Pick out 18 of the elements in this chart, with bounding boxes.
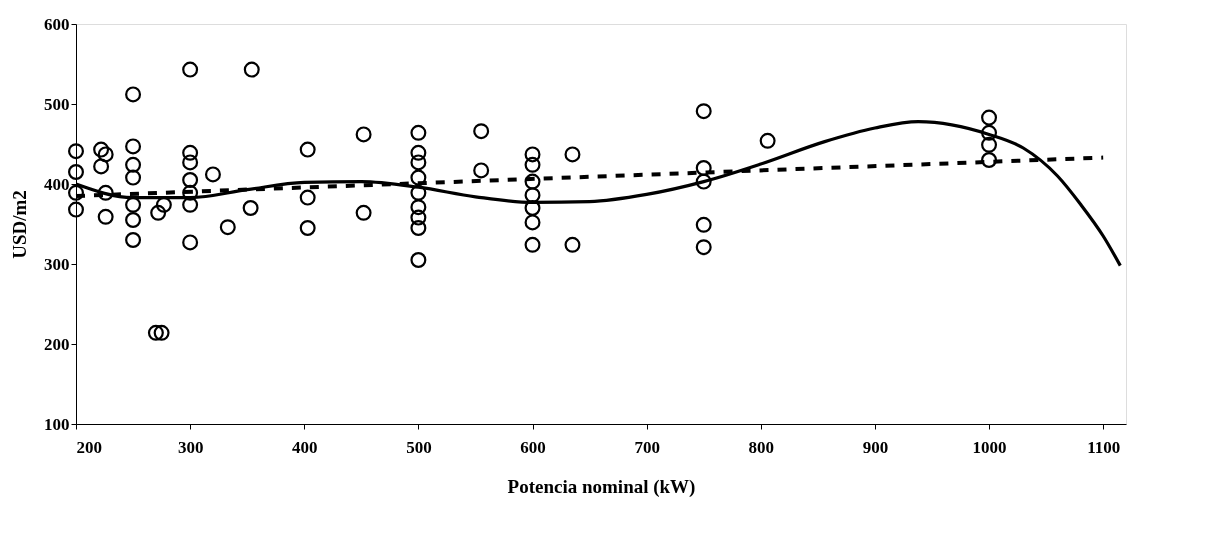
x-tick-label: 300 xyxy=(177,437,204,457)
x-tick-label: 200 xyxy=(76,437,102,457)
x-tick-label: 1000 xyxy=(972,437,1007,457)
y-tick-label: 600 xyxy=(44,14,70,34)
x-tick-label: 900 xyxy=(862,437,889,457)
y-tick-label: 500 xyxy=(44,94,70,114)
y-tick-label: 400 xyxy=(44,174,70,194)
y-axis-title: USD/m2 xyxy=(9,190,30,259)
x-tick-label: 400 xyxy=(292,437,318,457)
y-tick-label: 100 xyxy=(44,414,70,434)
x-tick-label: 1100 xyxy=(1087,437,1121,457)
x-axis-title: Potencia nominal (kW) xyxy=(507,475,696,498)
y-tick-label: 300 xyxy=(44,254,70,274)
x-tick-label: 700 xyxy=(634,437,660,457)
x-tick-label: 600 xyxy=(520,437,546,457)
x-tick-label: 800 xyxy=(748,437,775,457)
y-tick-label: 200 xyxy=(44,334,70,354)
x-tick-label: 500 xyxy=(406,437,432,457)
